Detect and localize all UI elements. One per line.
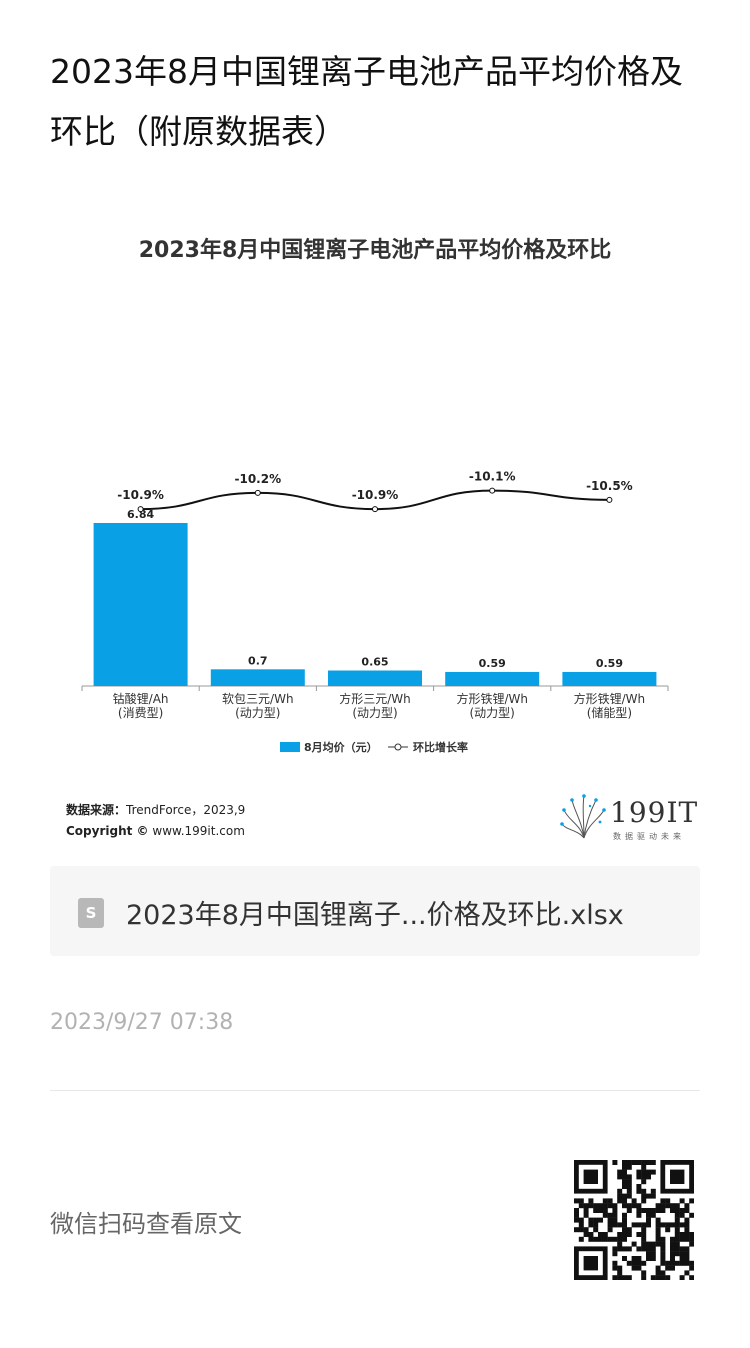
category-label-4-0: 方形铁锂/Wh (574, 691, 646, 706)
category-label-3-0: 方形铁锂/Wh (456, 691, 528, 706)
category-label-2-0: 方形三元/Wh (339, 691, 411, 706)
attachment-file-name[interactable]: 2023年8月中国锂离子...价格及环比.xlsx (126, 900, 624, 931)
logo-subtitle: 数据驱动未来 (613, 832, 685, 841)
chart-image: 2023年8月中国锂离子电池产品平均价格及环比 6.84 钴酸锂/Ah (消费型) 0… (50, 210, 700, 850)
qr-code-icon[interactable] (574, 1160, 694, 1280)
bar-value-label-1: 0.7 (248, 654, 267, 667)
growth-rate-point-0 (137, 506, 144, 513)
bar-4 (562, 671, 657, 686)
category-label-1-1: (动力型) (235, 706, 280, 720)
bar-0 (93, 523, 188, 686)
growth-rate-label-3: -10.1% (469, 470, 516, 484)
category-label-0-0: 钴酸锂/Ah (113, 691, 169, 706)
bar-1 (210, 669, 305, 686)
growth-rate-label-4: -10.5% (586, 479, 633, 493)
bar-3 (445, 671, 540, 686)
category-label-3-1: (动力型) (470, 706, 515, 720)
article-title: 2023年8月中国锂离子电池产品平均价格及环比（附原数据表） (50, 52, 683, 151)
growth-rate-label-2: -10.9% (352, 488, 399, 502)
copyright-value: www.199it.com (152, 824, 245, 838)
growth-rate-label-1: -10.2% (234, 472, 281, 486)
growth-rate-point-2 (372, 506, 378, 513)
divider (50, 1090, 700, 1091)
growth-rate-label-0: -10.9% (117, 488, 164, 502)
chart-title: 2023年8月中国锂离子电池产品平均价格及环比 (138, 238, 612, 263)
category-label-1-0: 软包三元/Wh (222, 692, 294, 706)
source-value: TrendForce，2023,9 (126, 803, 246, 817)
publish-timestamp: 2023/9/27 07:38 (50, 1010, 234, 1035)
growth-rate-point-1 (254, 489, 261, 496)
category-label-0-1: (消费型) (118, 706, 163, 720)
copyright-label: Copyright © (66, 824, 149, 838)
legend-bar-swatch (280, 742, 300, 752)
source-block: 数据来源：TrendForce，2023,9 Copyright © www.1… (66, 800, 245, 842)
category-label-2-1: (动力型) (352, 706, 397, 720)
file-icon-letter: S (85, 904, 97, 922)
logo-text: 199IT (610, 796, 699, 829)
attachment-card[interactable]: S 2023年8月中国锂离子...价格及环比.xlsx (50, 866, 700, 956)
legend-line-label: 环比增长率 (413, 740, 468, 754)
spreadsheet-file-icon: S (78, 898, 104, 928)
bar-2 (328, 670, 422, 686)
bar-value-label-0: 6.84 (127, 508, 154, 521)
bar-value-label-4: 0.59 (596, 657, 623, 670)
growth-rate-point-3 (489, 487, 496, 494)
bar-line-chart: 6.84钴酸锂/Ah(消费型)0.7软包三元/Wh(动力型)0.65方形三元/W… (81, 470, 669, 754)
legend-line-marker (394, 743, 402, 751)
brand-logo: 199IT 数据驱动未来 (560, 794, 697, 844)
source-label: 数据来源： (66, 803, 127, 817)
growth-rate-point-4 (606, 496, 613, 503)
category-label-4-1: (储能型) (587, 705, 632, 720)
qr-hint-text: 微信扫码查看原文 (50, 1210, 242, 1238)
legend-bar-label: 8月均价（元） (304, 740, 378, 754)
bar-value-label-3: 0.59 (479, 657, 506, 670)
dandelion-logo-icon (560, 794, 606, 839)
bar-value-label-2: 0.65 (361, 656, 388, 669)
